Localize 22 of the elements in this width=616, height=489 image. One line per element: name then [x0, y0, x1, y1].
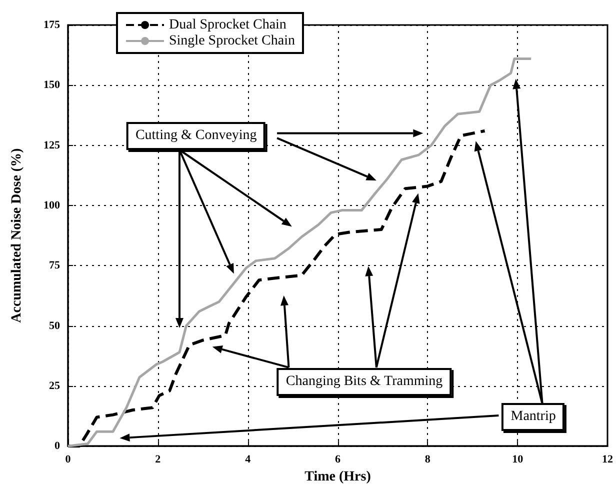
legend-label: Dual Sprocket Chain — [169, 18, 286, 32]
annotation: Changing Bits & Tramming — [276, 368, 452, 396]
x-tick-label: 4 — [245, 454, 252, 466]
y-tick-label: 50 — [49, 320, 60, 332]
y-tick-label: 175 — [44, 19, 60, 31]
y-tick-label: 150 — [44, 79, 60, 92]
x-tick-label: 6 — [335, 454, 341, 466]
x-tick-label: 0 — [65, 454, 72, 466]
y-tick-label: 125 — [44, 139, 60, 152]
x-axis-title: Time (Hrs) — [304, 470, 372, 484]
y-tick-label: 75 — [49, 260, 60, 272]
x-tick-label: 2 — [155, 454, 162, 466]
y-tick-label: 25 — [49, 380, 60, 392]
x-tick-label: 12 — [602, 454, 614, 466]
x-tick-label: 10 — [512, 454, 524, 466]
annotation: Cutting & Conveying — [126, 122, 266, 150]
y-tick-label: 0 — [54, 440, 60, 452]
x-tick-label: 8 — [424, 454, 431, 466]
y-tick-label: 100 — [44, 199, 60, 212]
legend-label: Single Sprocket Chain — [169, 34, 295, 48]
y-axis-title: Accumulated Noise Dose (%) — [10, 148, 24, 323]
annotation: Mantrip — [502, 402, 565, 430]
